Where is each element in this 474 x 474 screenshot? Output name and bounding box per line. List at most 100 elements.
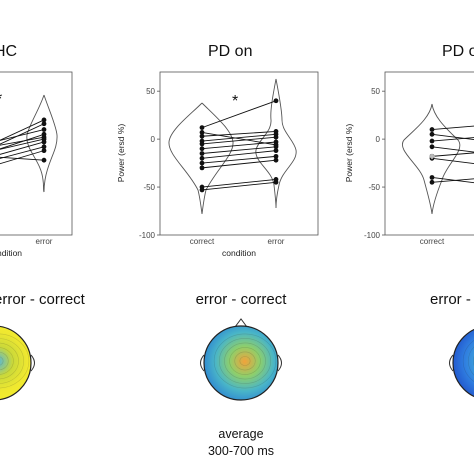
subject-line	[431, 146, 474, 153]
x-tick-pd-on-error: error	[268, 237, 285, 246]
data-point	[41, 127, 47, 132]
subject-line	[431, 157, 474, 164]
data-point	[199, 187, 205, 193]
plot-frame-pd-off	[384, 71, 474, 236]
data-point	[199, 146, 205, 152]
contour-line	[468, 346, 474, 376]
subject-line	[0, 141, 45, 155]
scalp-map-hc	[0, 325, 35, 401]
data-point	[199, 165, 205, 171]
x-axis-label-pd-on: condition	[222, 248, 256, 258]
head-outline	[203, 325, 279, 401]
data-point	[199, 133, 205, 139]
data-point	[199, 155, 205, 161]
data-point	[199, 125, 205, 131]
topo-title-hc: error - correct	[0, 291, 86, 308]
subject-line	[0, 123, 45, 145]
contour-line	[462, 340, 474, 382]
contour-line	[229, 347, 261, 375]
y-tick-label: -100	[139, 231, 156, 240]
left-ear-icon	[200, 354, 205, 372]
subject-line	[431, 152, 474, 157]
data-point	[199, 130, 205, 135]
contour-line	[213, 333, 277, 389]
data-point	[41, 148, 47, 154]
subject-line	[201, 131, 277, 146]
subject-line	[0, 138, 45, 150]
data-point	[273, 142, 279, 148]
contour-line	[0, 342, 19, 380]
data-point	[429, 175, 435, 180]
data-point	[273, 153, 279, 159]
scalp-map-pd-on	[200, 318, 282, 401]
data-point	[273, 134, 279, 140]
data-point	[41, 121, 47, 127]
y-tick-label: 50	[146, 87, 155, 96]
data-point	[273, 179, 279, 185]
contour-line	[0, 333, 30, 389]
significance-star-pd-on: *	[232, 93, 238, 110]
contour-line	[224, 342, 266, 380]
subject-line	[201, 159, 277, 169]
subject-line	[201, 178, 277, 188]
data-marks-pd-on	[199, 98, 279, 193]
panel-title-hc: HC	[0, 43, 17, 60]
data-point	[429, 127, 435, 132]
contour-line	[234, 351, 256, 371]
topo-title-pd-on: error - correct	[196, 291, 288, 308]
data-marks-hc	[0, 117, 47, 165]
data-point	[41, 157, 47, 163]
contour-line	[0, 338, 24, 384]
mean-marker	[429, 153, 435, 160]
violin-pd-on-correct	[168, 102, 234, 215]
plot-frame-hc	[0, 71, 73, 236]
data-point	[199, 160, 205, 166]
y-axis-label-pd-on: Power (ersd %)	[116, 124, 126, 183]
subject-line	[201, 136, 277, 145]
data-point	[273, 148, 279, 154]
subject-line	[201, 100, 277, 129]
subject-line	[201, 155, 277, 164]
x-tick-pd-off-correct: correct	[420, 237, 445, 246]
head-outline	[0, 325, 32, 401]
data-point	[429, 179, 435, 185]
subject-line	[201, 181, 277, 191]
x-tick-hc-error: error	[36, 237, 53, 246]
y-tick-label: 0	[151, 135, 156, 144]
violin-hc-error	[26, 94, 58, 193]
data-marks-pd-off	[429, 125, 474, 185]
panel-title-pd-on: PD on	[208, 43, 252, 60]
y-tick-label: -100	[364, 231, 381, 240]
nose-icon	[234, 318, 248, 328]
contour-line	[0, 347, 14, 375]
right-ear-icon	[30, 354, 35, 372]
data-point	[41, 117, 47, 123]
subject-line	[201, 130, 277, 137]
contour-line	[473, 355, 474, 367]
plot-frame-pd-on	[159, 71, 319, 236]
x-tick-pd-on-correct: correct	[190, 237, 215, 246]
y-tick-label: 50	[371, 87, 380, 96]
subject-line	[201, 146, 277, 154]
footer-time-window: 300-700 ms	[208, 444, 274, 458]
y-axis-pd-on: 50 0 -50 -100	[139, 87, 160, 240]
subject-line	[201, 150, 277, 159]
data-point	[199, 151, 205, 156]
panel-title-pd-off: PD o	[442, 43, 474, 60]
contour-line	[0, 356, 4, 366]
subject-line	[0, 129, 45, 141]
subject-line	[0, 156, 45, 161]
y-axis-label-pd-off: Power (ersd %)	[344, 124, 354, 183]
data-point	[273, 157, 279, 163]
subject-line	[0, 136, 45, 146]
subject-line	[0, 133, 45, 150]
topo-title-pd-off: error -	[430, 291, 471, 308]
left-ear-icon	[449, 354, 454, 372]
subject-line	[431, 178, 474, 183]
scalp-map-pd-off	[449, 328, 474, 398]
y-tick-label: -50	[368, 183, 380, 192]
subject-line	[431, 133, 474, 141]
violin-pd-off-correct	[401, 103, 461, 215]
footer-average: average	[218, 427, 263, 441]
